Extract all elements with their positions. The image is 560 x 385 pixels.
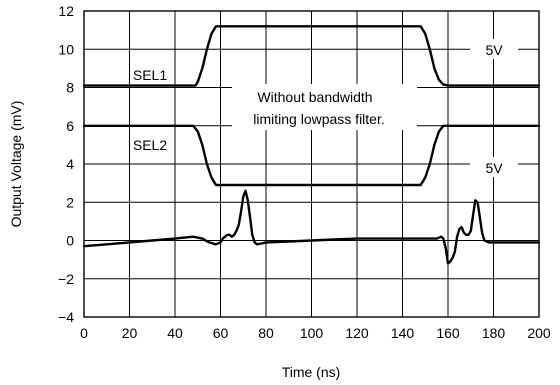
y-tick-label: 12 bbox=[58, 3, 74, 19]
y-tick-label: −4 bbox=[58, 309, 74, 325]
sel2-label: SEL2 bbox=[133, 137, 167, 153]
y-tick-label: −2 bbox=[58, 271, 74, 287]
plot-frame bbox=[83, 10, 540, 318]
y-tick-label: 2 bbox=[66, 194, 74, 210]
x-tick-label: 80 bbox=[258, 325, 274, 341]
sel1-trace bbox=[82, 25, 541, 87]
x-tick-label: 100 bbox=[300, 325, 324, 341]
x-tick-label: 160 bbox=[436, 325, 460, 341]
sel1-label: SEL1 bbox=[133, 67, 167, 83]
upper-level-label-bg bbox=[470, 39, 518, 59]
x-tick-label: 200 bbox=[527, 325, 551, 341]
y-axis-label: Output Voltage (mV) bbox=[8, 101, 24, 228]
note-bg bbox=[232, 84, 417, 130]
y-tick-label: 4 bbox=[66, 156, 74, 172]
annotations: 5V 5V SEL1 SEL2 Without bandwidth limiti… bbox=[133, 39, 518, 177]
y-tick-label: 8 bbox=[66, 80, 74, 96]
lower-level-label: 5V bbox=[485, 160, 503, 176]
x-tick-label: 140 bbox=[391, 325, 415, 341]
x-tick-label: 0 bbox=[80, 325, 88, 341]
x-tick-label: 40 bbox=[167, 325, 183, 341]
x-axis-label: Time (ns) bbox=[282, 364, 341, 380]
y-tick-label: 10 bbox=[58, 41, 74, 57]
lower-level-label-bg bbox=[470, 157, 518, 177]
output-trace bbox=[82, 189, 541, 265]
x-tick-label: 20 bbox=[122, 325, 138, 341]
y-tick-label: 6 bbox=[66, 118, 74, 134]
upper-level-label: 5V bbox=[485, 42, 503, 58]
x-tick-label: 180 bbox=[482, 325, 506, 341]
x-tick-label: 60 bbox=[213, 325, 229, 341]
tick-labels: 0 20 40 60 80 100 120 140 160 180 200 −4 −2 0 2 4 6 8 10 12 bbox=[58, 3, 551, 341]
x-tick-label: 120 bbox=[345, 325, 369, 341]
traces bbox=[82, 25, 541, 265]
y-tick-label: 0 bbox=[66, 233, 74, 249]
sel2-trace bbox=[82, 124, 541, 187]
note-line-2: limiting lowpass filter. bbox=[253, 111, 385, 127]
note-line-1: Without bandwidth bbox=[257, 89, 372, 105]
